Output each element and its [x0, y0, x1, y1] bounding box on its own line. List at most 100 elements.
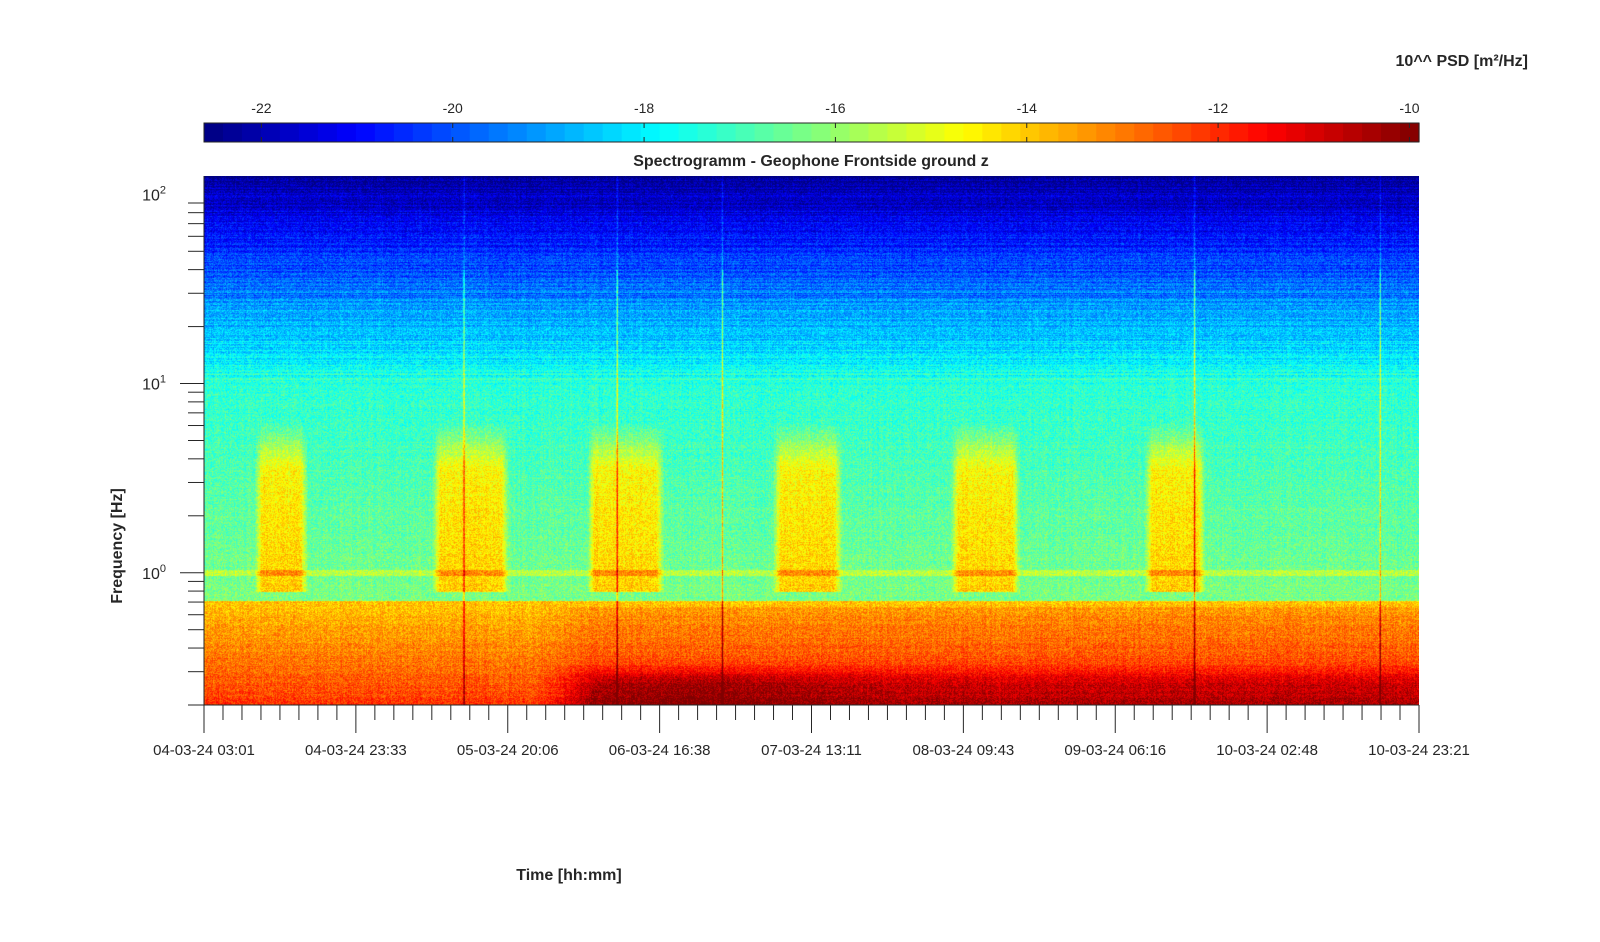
colorbar-cell [716, 123, 737, 142]
colorbar-cell [583, 123, 604, 142]
colorbar-cell [1229, 123, 1249, 142]
x-tick-label: 08-03-24 09:43 [913, 742, 1015, 759]
colorbar-label: 10^^ PSD [m²/Hz] [1396, 53, 1528, 70]
colorbar-cell [431, 123, 452, 142]
colorbar-cell [1286, 123, 1306, 142]
colorbar-cell [204, 123, 224, 142]
colorbar-cell [355, 123, 376, 142]
colorbar-cell [1058, 123, 1078, 142]
colorbar-cell [1381, 123, 1401, 142]
colorbar-cell [1096, 123, 1116, 142]
colorbar-cell [830, 123, 851, 142]
x-tick-label: 05-03-24 20:06 [457, 742, 559, 759]
colorbar-cell [260, 123, 281, 142]
y-tick-base: 10 [142, 377, 160, 394]
colorbar-cell [735, 123, 756, 142]
colorbar-cell [1248, 123, 1268, 142]
y-tick-label: 102 [142, 184, 166, 204]
x-tick-label: 10-03-24 23:21 [1368, 742, 1470, 759]
colorbar-cell [1400, 123, 1420, 142]
colorbar-cell [963, 123, 983, 142]
colorbar-cell [944, 123, 964, 142]
colorbar-cell [849, 123, 870, 142]
colorbar-cell [792, 123, 813, 142]
colorbar-cell [488, 123, 509, 142]
colorbar-cell [564, 123, 585, 142]
colorbar-cell [545, 123, 566, 142]
colorbar-cell [678, 123, 699, 142]
colorbar-cell [1210, 123, 1230, 142]
colorbar-cell [754, 123, 775, 142]
colorbar-tick-label: -14 [1017, 100, 1037, 116]
colorbar-cell [811, 123, 832, 142]
colorbar-cell [1039, 123, 1059, 142]
colorbar-cell [1020, 123, 1040, 142]
colorbar-cell [602, 123, 623, 142]
colorbar-tick-label: -16 [825, 100, 845, 116]
x-tick-label: 04-03-24 03:01 [153, 742, 255, 759]
colorbar-tick-label: -10 [1399, 100, 1419, 116]
x-axis: 04-03-24 03:01 04-03-24 23:33 05-03-24 20:… [153, 704, 1470, 759]
colorbar-tick-label: -12 [1208, 100, 1228, 116]
spectrogram-plot-area [204, 176, 1419, 705]
colorbar-cell [982, 123, 1002, 142]
colorbar-cell [621, 123, 642, 142]
colorbar-cell [393, 123, 414, 142]
colorbar-cell [336, 123, 357, 142]
y-tick-exponent: 0 [160, 563, 166, 575]
y-tick-label: 100 [142, 563, 166, 583]
y-tick-base: 10 [142, 566, 160, 583]
x-tick-label: 06-03-24 16:38 [609, 742, 711, 759]
colorbar-cell [1001, 123, 1021, 142]
colorbar-tick-label: -18 [634, 100, 654, 116]
colorbar-cell [887, 123, 908, 142]
colorbar-cell [1077, 123, 1097, 142]
chart-title: Spectrogramm - Geophone Frontside ground… [633, 153, 989, 170]
colorbar-cell [507, 123, 528, 142]
spectrogram-heatmap [204, 176, 1419, 705]
colorbar-cell [450, 123, 471, 142]
x-tick-label: 10-03-24 02:48 [1216, 742, 1318, 759]
colorbar-cell [1267, 123, 1287, 142]
colorbar-cell [241, 123, 262, 142]
y-tick-exponent: 2 [160, 184, 166, 196]
colorbar-cell [925, 123, 945, 142]
colorbar-cell [1191, 123, 1211, 142]
colorbar-cell [640, 123, 661, 142]
colorbar-cell [1153, 123, 1173, 142]
colorbar-cell [469, 123, 490, 142]
colorbar-cell [1134, 123, 1154, 142]
colorbar-cell [317, 123, 338, 142]
colorbar-cell [1305, 123, 1325, 142]
colorbar-cell [374, 123, 395, 142]
colorbar-cell [279, 123, 300, 142]
colorbar-cell [1343, 123, 1363, 142]
colorbar-cell [222, 123, 243, 142]
colorbar-cell [1172, 123, 1192, 142]
x-tick-label: 04-03-24 23:33 [305, 742, 407, 759]
y-tick-exponent: 1 [160, 374, 166, 386]
y-tick-label: 101 [142, 374, 166, 394]
y-axis-label: Frequency [Hz] [109, 488, 126, 604]
colorbar-cell [773, 123, 794, 142]
colorbar-cell [526, 123, 547, 142]
colorbar-cell [659, 123, 680, 142]
colorbar-tick-label: -20 [443, 100, 463, 116]
colorbar-cell [1115, 123, 1135, 142]
x-tick-label: 09-03-24 06:16 [1064, 742, 1166, 759]
colorbar-tick-label: -22 [251, 100, 271, 116]
colorbar-cell [906, 123, 926, 142]
colorbar-cell [412, 123, 433, 142]
x-axis-label: Time [hh:mm] [516, 867, 621, 884]
colorbar-cell [697, 123, 718, 142]
colorbar-cell [1362, 123, 1382, 142]
y-tick-base: 10 [142, 187, 160, 204]
colorbar: -22 -20 -18 -16 -14 -12 -10 [203, 100, 1420, 143]
x-tick-label: 07-03-24 13:11 [761, 742, 862, 759]
colorbar-ticks: -22 -20 -18 -16 -14 -12 -10 [251, 100, 1420, 142]
colorbar-cell [868, 123, 889, 142]
colorbar-cell [298, 123, 319, 142]
colorbar-frame [203, 122, 1420, 143]
